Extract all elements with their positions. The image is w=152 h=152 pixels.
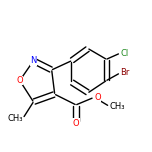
Text: Br: Br (120, 68, 130, 78)
Text: Cl: Cl (120, 49, 128, 58)
Text: N: N (30, 56, 37, 65)
Text: O: O (16, 76, 23, 85)
Text: O: O (73, 119, 79, 128)
Text: O: O (94, 93, 101, 102)
Text: CH₃: CH₃ (109, 102, 125, 111)
Text: CH₃: CH₃ (7, 114, 23, 123)
